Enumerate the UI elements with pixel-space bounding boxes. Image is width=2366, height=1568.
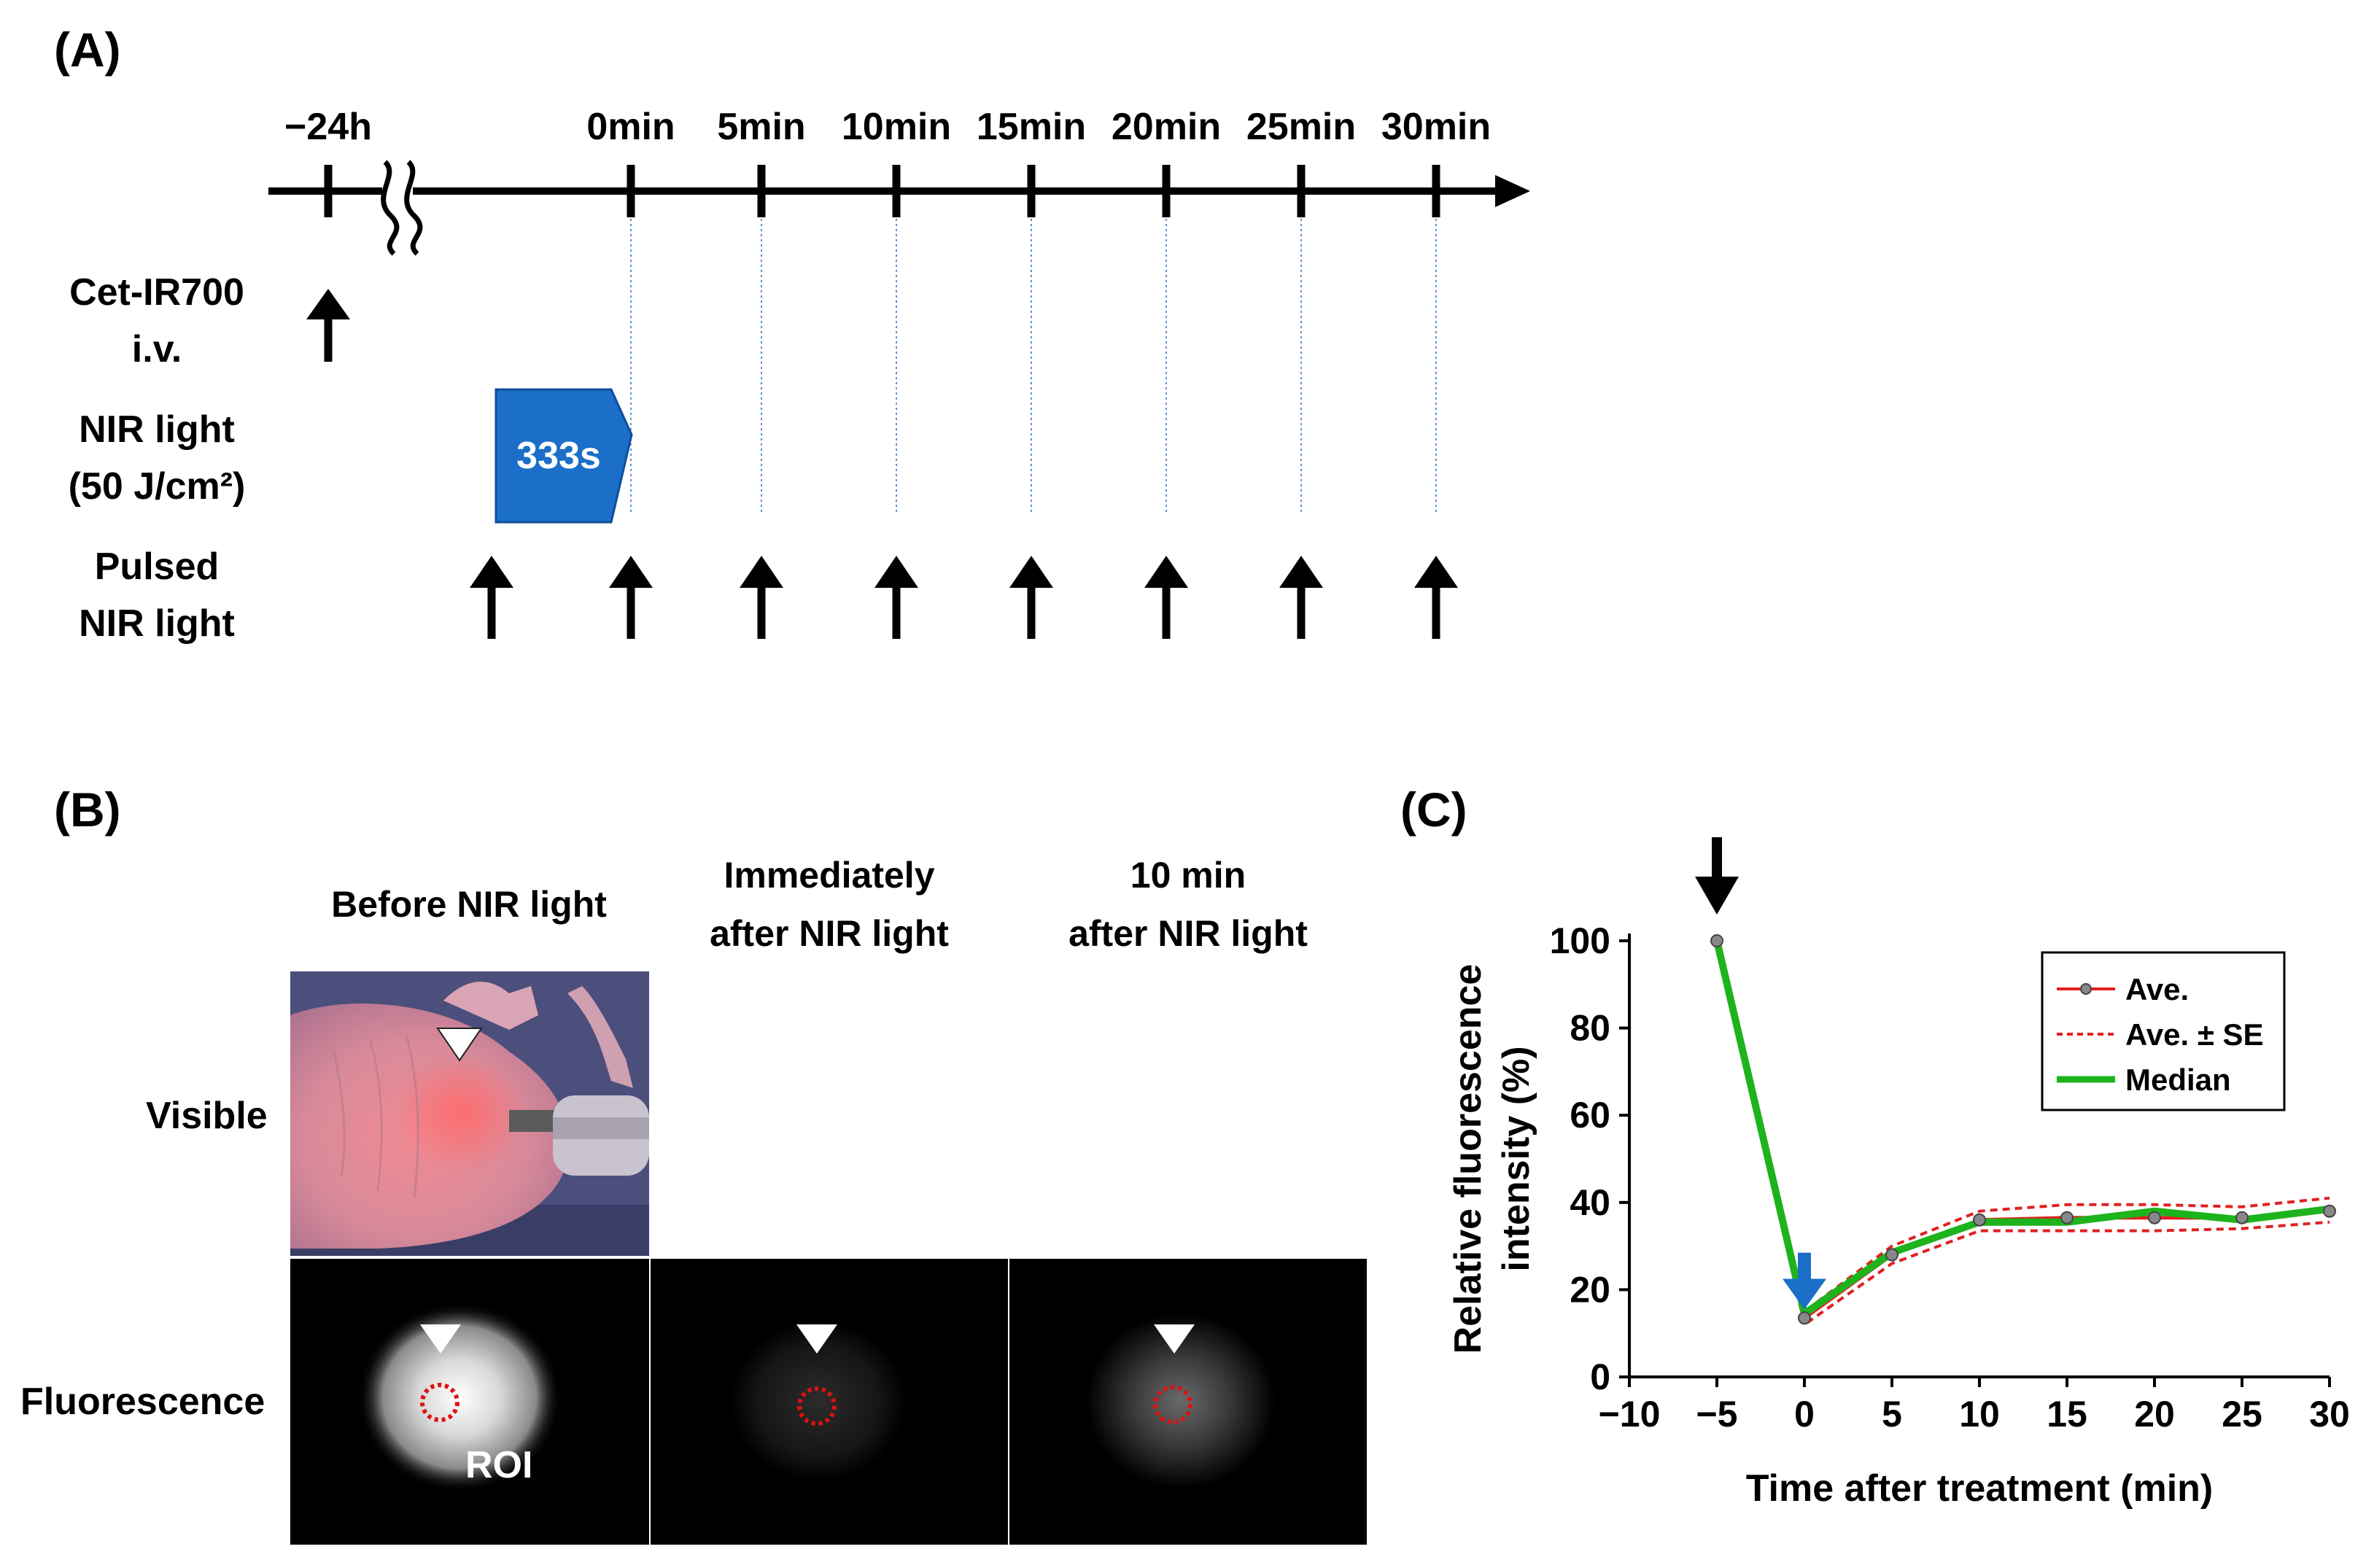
pulsed-arrow-icon <box>1144 556 1188 639</box>
black-arrow-icon <box>1695 837 1739 915</box>
pulsed-arrow-icon <box>1279 556 1323 639</box>
fluorescence-line-chart: 0 20 40 60 80 100 −10 −5 0 5 10 15 20 25 30 Time after … <box>1447 837 2350 1510</box>
triangle-marker-icon <box>420 1324 461 1354</box>
light-box-label: 333s <box>516 435 601 477</box>
triangle-marker-icon <box>436 1028 483 1062</box>
panel-a-label: (A) <box>54 23 121 77</box>
axis-break-right <box>404 160 423 256</box>
roi-circle <box>420 1383 459 1422</box>
triangle-marker-icon <box>1154 1324 1195 1354</box>
average-point <box>1710 934 1723 947</box>
legend-label: Ave. <box>2125 972 2189 1006</box>
y-axis-label: Relative fluorescence intensity (%) <box>1447 964 1537 1354</box>
timeline-guide-lines <box>630 219 1437 515</box>
average-point <box>2060 1211 2074 1224</box>
timeline-label: 0min <box>586 106 675 148</box>
pulsed-arrows <box>470 556 1458 639</box>
row-label-nir-light: NIR light (50 J/cm²) <box>68 408 246 508</box>
row-label-pulsed-nir-light: Pulsed NIR light <box>79 546 235 645</box>
column-title-10min: 10 min after NIR light <box>1068 855 1308 954</box>
x-tick-label: 0 <box>1794 1394 1815 1435</box>
timeline-diagram: 333s <box>268 160 1530 639</box>
x-axis-label: Time after treatment (min) <box>1746 1467 2214 1510</box>
cet-ir700-arrow-icon <box>306 289 350 362</box>
panel-c-label: (C) <box>1400 783 1467 837</box>
fluorescence-image-before: ROI <box>290 1259 649 1545</box>
y-tick-label: 80 <box>1570 1008 1610 1049</box>
se-lower-line <box>1715 940 2330 1327</box>
legend-label: Ave. ± SE <box>2125 1017 2264 1052</box>
timeline-label: 10min <box>841 106 952 148</box>
row-label-fluorescence: Fluorescence <box>20 1381 265 1423</box>
row-label-visible: Visible <box>146 1095 268 1137</box>
y-tick-label: 40 <box>1570 1182 1610 1223</box>
pulsed-arrow-icon <box>470 556 513 639</box>
pulsed-arrow-icon <box>1009 556 1053 639</box>
roi-circle <box>797 1386 837 1426</box>
y-tick-label: 20 <box>1570 1269 1610 1310</box>
x-tick-label: −10 <box>1599 1394 1661 1435</box>
median-line <box>1713 939 2330 1320</box>
timeline-arrowhead <box>1495 175 1530 207</box>
x-tick-label: 25 <box>2222 1394 2262 1435</box>
average-point <box>1798 1311 1811 1325</box>
visible-photo <box>290 971 649 1256</box>
pulsed-arrow-icon <box>740 556 783 639</box>
roi-label: ROI <box>465 1444 532 1486</box>
average-point <box>1885 1248 1898 1262</box>
roi-circle <box>1153 1385 1192 1424</box>
pulsed-arrow-icon <box>609 556 653 639</box>
triangle-marker-icon <box>796 1324 837 1354</box>
pulsed-arrow-icon <box>874 556 918 639</box>
column-title-before: Before NIR light <box>331 884 607 925</box>
nir-light-box <box>494 388 633 524</box>
average-point <box>1973 1213 1986 1227</box>
timeline-label: −24h <box>284 106 372 148</box>
x-tick-label: 30 <box>2309 1394 2350 1435</box>
x-tick-label: −5 <box>1696 1394 1737 1435</box>
blue-arrow-icon <box>1783 1252 1826 1310</box>
x-tick-label: 5 <box>1882 1394 1902 1435</box>
x-tick-label: 15 <box>2047 1394 2087 1435</box>
pulsed-arrow-icon <box>1414 556 1458 639</box>
x-tick-label: 10 <box>1959 1394 2000 1435</box>
timeline-label: 20min <box>1111 106 1222 148</box>
chart-legend: Ave. Ave. ± SE Median <box>2041 951 2286 1111</box>
y-tick-label: 100 <box>1550 920 1610 961</box>
average-point <box>2235 1211 2249 1224</box>
average-point <box>2148 1211 2161 1224</box>
fluorescence-image-10min <box>1009 1259 1367 1545</box>
axis-break-left <box>381 160 400 256</box>
timeline-label: 15min <box>976 106 1087 148</box>
x-tick-label: 20 <box>2134 1394 2175 1435</box>
timeline-label: 25min <box>1246 106 1357 148</box>
timeline-label: 5min <box>717 106 806 148</box>
timeline-label: 30min <box>1381 106 1492 148</box>
panel-b-label: (B) <box>54 783 121 837</box>
row-label-cet-ir700: Cet-IR700 i.v. <box>69 271 244 370</box>
fluorescence-image-immediately <box>651 1259 1008 1545</box>
y-tick-label: 60 <box>1570 1095 1610 1136</box>
legend-label: Median <box>2125 1063 2231 1097</box>
average-point <box>2323 1204 2336 1218</box>
timeline-ticks <box>324 165 1440 217</box>
column-title-immediately: Immediately after NIR light <box>710 855 949 954</box>
y-tick-label: 0 <box>1590 1357 1610 1397</box>
